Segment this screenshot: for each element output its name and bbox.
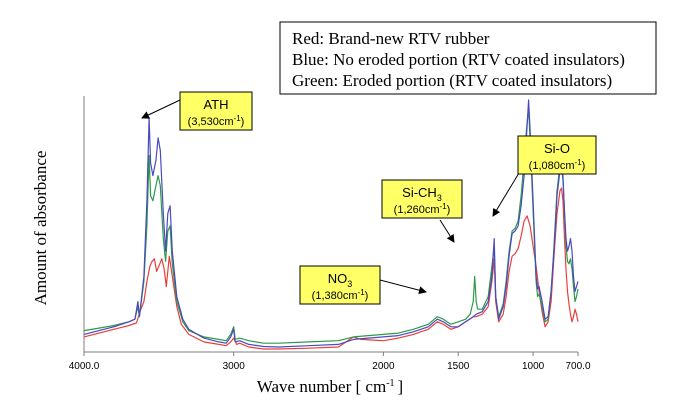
annotation-sich3-value: (1,260cm-1) <box>394 202 451 216</box>
legend-entry-red: Red: Brand-new RTV rubber <box>292 29 490 48</box>
annotation-ath-title: ATH <box>203 97 228 112</box>
x-tick-label: 1000 <box>522 361 545 372</box>
legend-box <box>279 21 657 95</box>
x-axis-ticks: 4000.0 3000 2000 1500 1000 700.0 <box>69 352 591 372</box>
x-tick-label: 1500 <box>447 361 470 372</box>
annotation-sio-title: Si-O <box>544 141 570 156</box>
annotation-sich3-title: Si-CH3 <box>402 185 442 203</box>
annotation-sio: Si-O (1,080cm-1) <box>492 135 597 217</box>
annotation-ath: ATH (3,530cm-1) <box>141 91 253 131</box>
y-axis-label: Amount of absorbance <box>31 151 50 306</box>
annotation-no3-box <box>299 265 381 305</box>
x-tick-label: 3000 <box>223 361 246 372</box>
annotation-ath-box <box>179 91 253 131</box>
annotation-sio-arrow <box>492 167 523 217</box>
x-tick-label: 2000 <box>372 361 395 372</box>
annotation-sich3-arrow <box>439 219 455 243</box>
annotation-sich3: Si-CH3 (1,260cm-1) <box>381 179 463 243</box>
annotation-no3-title: NO3 <box>328 271 353 289</box>
annotation-ath-arrow <box>141 99 181 119</box>
series-line-blue <box>83 99 579 348</box>
x-tick-label: 4000.0 <box>69 361 100 372</box>
legend-entry-green: Green: Eroded portion (RTV coated insula… <box>292 71 612 90</box>
annotation-no3-arrow <box>379 279 427 295</box>
series-layer <box>83 99 579 350</box>
annotation-ath-value: (3,530cm-1) <box>188 114 245 128</box>
annotation-sio-box <box>517 135 597 175</box>
annotation-sich3-box <box>381 179 463 219</box>
x-axis-label: Wave number [ cm-1] <box>257 377 403 396</box>
annotation-no3-value: (1,380cm-1) <box>312 288 369 302</box>
x-tick-label: 700.0 <box>565 361 590 372</box>
legend: Red: Brand-new RTV rubber Blue: No erode… <box>279 21 657 95</box>
annotation-no3: NO3 (1,380cm-1) <box>299 265 427 305</box>
legend-entry-blue: Blue: No eroded portion (RTV coated insu… <box>292 50 625 69</box>
annotation-sio-value: (1,080cm-1) <box>529 158 586 172</box>
